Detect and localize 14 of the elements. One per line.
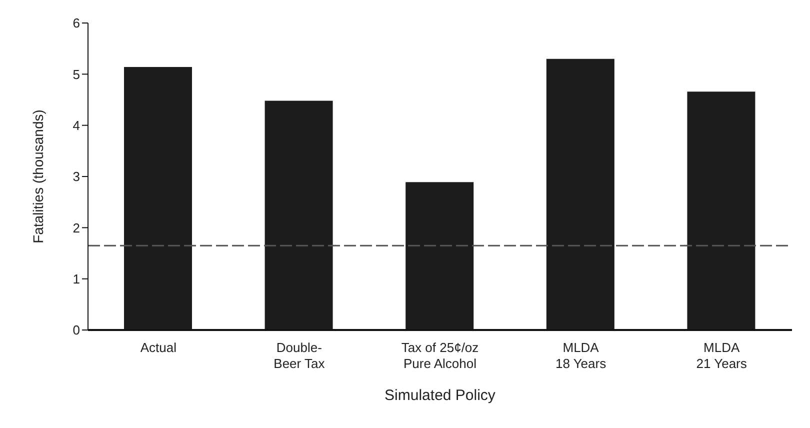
y-tick-label: 4 <box>72 118 80 133</box>
y-tick-label: 1 <box>72 271 80 286</box>
y-tick-label: 5 <box>72 66 80 82</box>
y-tick-label: 6 <box>72 16 80 31</box>
x-tick-label: Double- Beer Tax <box>274 340 326 371</box>
x-axis-title: Simulated Policy <box>384 387 496 404</box>
x-tick-label: Tax of 25¢/oz Pure Alcohol <box>401 340 479 371</box>
y-tick-label: 2 <box>72 220 80 236</box>
x-tick-label: MLDA 18 Years <box>555 340 607 371</box>
y-tick-label: 0 <box>72 322 80 338</box>
x-tick-label: Actual <box>140 340 177 355</box>
x-tick-label: MLDA 21 Years <box>696 340 748 371</box>
y-axis-title: Fatalities (thousands) <box>30 110 46 244</box>
y-tick-label: 3 <box>72 169 80 184</box>
